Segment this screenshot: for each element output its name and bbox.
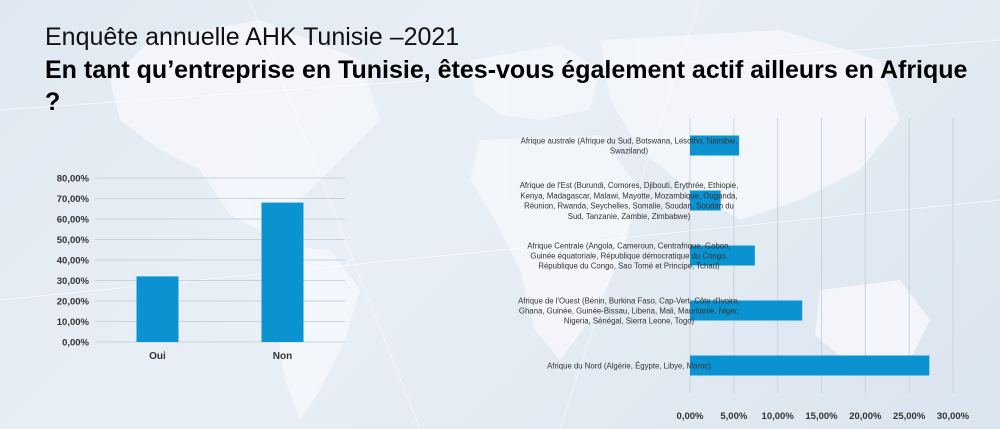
africa-shape (470, 135, 640, 360)
region-bar (690, 190, 721, 211)
x-tick-label: 20,00% (849, 411, 882, 422)
y-tick-label: 20,00% (57, 297, 90, 308)
region-label-line: Afrique australe (Afrique du Sud, Botswa… (521, 136, 738, 145)
x-category-label: Oui (149, 351, 166, 362)
europe-shape (470, 45, 600, 120)
region-bar (690, 135, 740, 156)
region-label-line: Ghana, Guinée, Guinée-Bissau, Liberia, M… (519, 307, 739, 316)
y-tick-label: 0,00% (62, 338, 89, 349)
region-label-line: Nigeria, Sénégal, Sierra Leone, Togo) (564, 317, 695, 326)
region-label-line: Guinée équatoriale, République démocrati… (530, 252, 727, 261)
region-label-line: Afrique du Nord (Algérie, Égypte, Libye,… (547, 362, 711, 371)
title-block: Enquête annuelle AHK Tunisie –2021 En ta… (45, 22, 975, 118)
y-tick-label: 10,00% (57, 317, 90, 328)
region-label-line: Kenya, Madagascar, Malawi, Mayotte, Moza… (520, 191, 737, 200)
x-tick-label: 10,00% (762, 411, 795, 422)
y-tick-label: 60,00% (57, 215, 90, 226)
bar-non (261, 202, 304, 342)
x-tick-label: 25,00% (893, 411, 926, 422)
australia-shape (815, 280, 930, 365)
survey-subtitle: Enquête annuelle AHK Tunisie –2021 (45, 23, 460, 51)
region-label-line: Afrique de l'Ouest (Bénin, Burkina Faso,… (518, 296, 740, 305)
region-bar (690, 355, 930, 376)
region-label-line: Sud, Tanzanie, Zambie, Zimbabwe) (568, 212, 691, 221)
x-tick-label: 0,00% (677, 411, 704, 422)
y-tick-label: 40,00% (57, 256, 90, 267)
region-label-line: Afrique Centrale (Angola, Cameroun, Cent… (527, 241, 730, 250)
x-tick-label: 30,00% (937, 411, 970, 422)
y-tick-label: 70,00% (57, 194, 90, 205)
region-bar (690, 300, 803, 321)
bar-oui (136, 276, 179, 342)
x-category-label: Non (273, 351, 292, 362)
y-tick-label: 80,00% (57, 174, 90, 185)
region-label-line: République du Congo, Sao Tomé et Princip… (538, 262, 720, 271)
region-label-line: Réunion, Rwanda, Seychelles, Somalie, So… (524, 202, 734, 211)
region-label-line: Swaziland) (610, 147, 649, 156)
region-label-line: Afrique de l'Est (Burundi, Comores, Djib… (520, 181, 739, 190)
y-tick-label: 30,00% (57, 276, 90, 287)
survey-question: En tant qu’entreprise en Tunisie, êtes-v… (45, 56, 968, 116)
x-tick-label: 5,00% (720, 411, 747, 422)
y-tick-label: 50,00% (57, 235, 90, 246)
x-tick-label: 15,00% (805, 411, 838, 422)
region-bar (690, 245, 755, 266)
